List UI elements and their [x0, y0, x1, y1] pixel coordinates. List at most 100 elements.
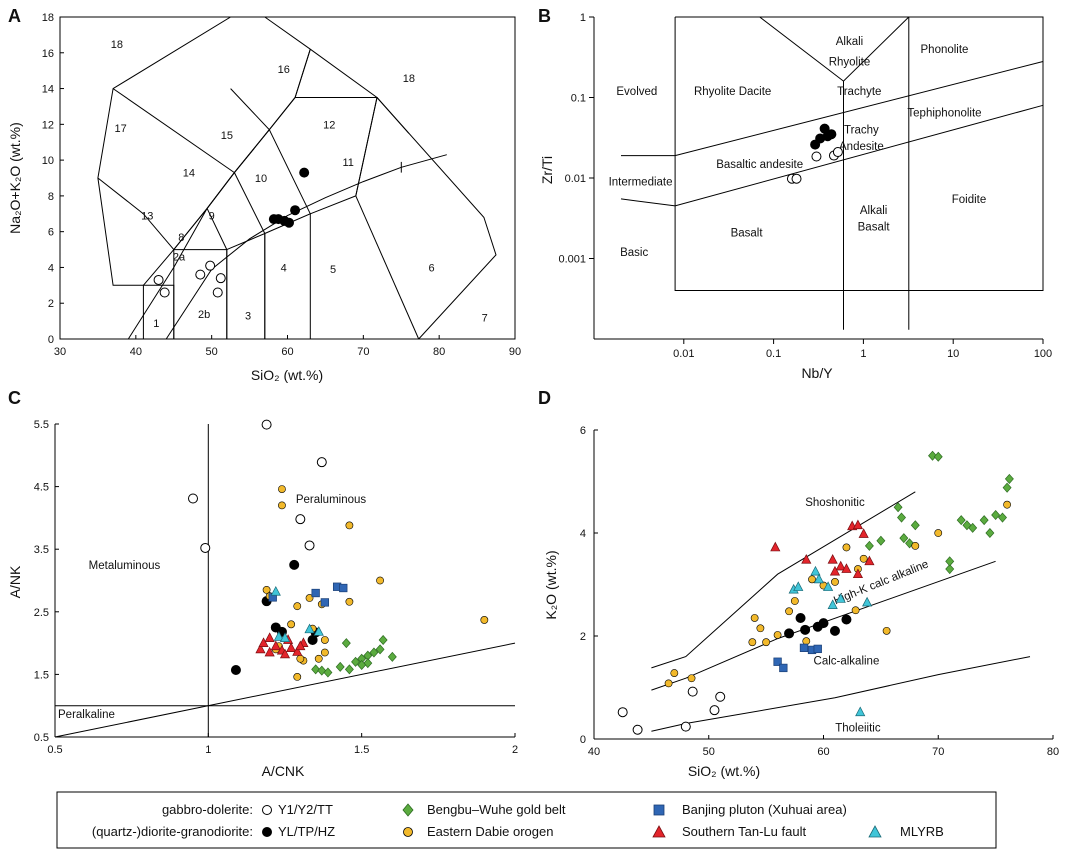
panel-d-point-yellow-circle — [831, 578, 839, 586]
panel-c-point-red-triangle — [292, 646, 303, 656]
panel-d-point-blue-square — [779, 663, 788, 673]
panel-c-point-red-triangle — [264, 646, 275, 657]
panel-d-point-yellow-circle — [934, 529, 943, 537]
panel-a-letter: A — [8, 6, 21, 26]
panel-c-data-points — [188, 419, 489, 681]
panel-a-field-label: 16 — [278, 64, 290, 76]
panel-d-point-green-diamond — [893, 502, 903, 513]
panel-a-y-tick-label: 10 — [42, 155, 54, 167]
panel-c-field-label: Peraluminous — [296, 494, 367, 506]
panel-a-alkaline-divider — [165, 154, 447, 340]
panel-b-boundary — [759, 16, 910, 82]
panel-b-point-open-circle — [811, 151, 822, 162]
panel-c-point-green-diamond — [323, 667, 333, 678]
legend-dabie-label: Eastern Dabie orogen — [427, 824, 553, 839]
panel-a-field-label: 8 — [178, 232, 184, 244]
panel-d-point-green-diamond — [1004, 473, 1014, 484]
panel-c-point-green-diamond — [344, 664, 354, 675]
panel-c-point-red-triangle — [270, 640, 281, 651]
panel-a-boundary — [127, 208, 208, 340]
panel-c-field-labels: Peraluminous Metaluminous Peralkaline — [58, 494, 366, 721]
legend-open-circle-marker — [262, 805, 272, 815]
panel-d-point-green-diamond — [897, 512, 906, 523]
panel-a-x-tick-label: 80 — [433, 346, 445, 358]
panel-a-field-label: 10 — [255, 173, 267, 185]
legend-green-diamond-marker — [402, 803, 414, 817]
panel-d-point-green-diamond — [945, 556, 955, 567]
legend-blue-square-marker — [653, 804, 665, 816]
panel-c-point-yellow-circle — [345, 521, 354, 530]
panel-c-point-yellow-circle — [320, 636, 329, 644]
panel-a-field-label: 9 — [209, 211, 215, 223]
panel-a-field-label: 4 — [281, 262, 287, 274]
panel-a-field-label: 7 — [482, 313, 488, 325]
panel-a-field-label: 3 — [245, 311, 251, 323]
panel-b-letter: B — [538, 6, 551, 26]
panel-c-point-yellow-circle — [293, 602, 302, 611]
panel-d-point-yellow-circle — [882, 626, 891, 635]
panel-b-x-tick-label: 100 — [1034, 348, 1052, 360]
panel-c-point-open-circle — [316, 457, 327, 468]
panel-c-point-filled-circle — [307, 634, 318, 645]
panel-d-point-filled-circle — [841, 614, 852, 625]
panel-d-calc-alkaline-line — [651, 656, 1031, 732]
panel-a-boundary — [206, 88, 270, 209]
panel-c-point-open-circle — [295, 514, 306, 525]
panel-c-diagonal — [54, 642, 516, 738]
panel-a-field-label: 14 — [183, 168, 195, 180]
legend-tanlu-label: Southern Tan-Lu fault — [682, 824, 806, 839]
panel-c-point-green-diamond — [357, 659, 367, 671]
panel-d-point-cyan-triangle — [810, 565, 821, 576]
panel-d-point-blue-square — [813, 644, 822, 654]
panel-a-y-label: Na₂O+K₂O (wt.%) — [7, 122, 23, 234]
panel-c-point-red-triangle — [279, 648, 291, 659]
panel-d-point-yellow-circle — [687, 674, 696, 683]
panel-c-y-label: A/NK — [7, 565, 23, 598]
panel-b-field-label: Trachyte — [837, 86, 881, 98]
panel-d-point-yellow-circle — [808, 575, 816, 584]
panel-b-field-boundaries — [620, 16, 1044, 330]
panel-a-y-tick-label: 6 — [48, 227, 54, 239]
panel-c-x-tick-label: 2 — [512, 744, 518, 756]
panel-a-y-tick-label: 14 — [42, 84, 54, 96]
panel-d-axis-ticks: 40 50 60 70 80 0 2 4 6 — [580, 425, 1059, 758]
panel-b-field-label: Rhyolite — [829, 57, 871, 69]
panel-d-point-yellow-circle — [762, 638, 771, 647]
panel-d-point-green-diamond — [864, 540, 874, 551]
panel-a-boundary — [97, 16, 265, 286]
panel-a-x-label: SiO₂ (wt.%) — [251, 367, 323, 383]
panel-a-field-label: 1 — [153, 318, 159, 330]
panel-a-point-open-circle — [159, 287, 170, 298]
panel-c-point-cyan-triangle — [270, 586, 281, 596]
panel-c-point-cyan-triangle — [313, 626, 324, 636]
panel-a-point-open-circle — [195, 269, 206, 280]
panel-d-point-yellow-circle — [664, 679, 673, 688]
panel-d-point-cyan-triangle — [855, 706, 866, 717]
panel-c-axes — [54, 424, 515, 738]
panel-d-point-yellow-circle — [842, 543, 851, 552]
panel-a-field-labels: 18 17 16 18 15 12 14 10 11 13 9 8 2a 4 5 6 1 2b 3 7 — [111, 39, 488, 330]
panel-c-point-red-triangle — [295, 640, 306, 651]
panel-a-boundary — [264, 213, 311, 339]
panel-c-point-yellow-circle — [293, 673, 302, 681]
legend-banjing-label: Banjing pluton (Xuhuai area) — [682, 802, 847, 817]
panel-d-y-tick-label: 0 — [580, 734, 586, 746]
panel-c-point-filled-circle — [289, 559, 300, 570]
panel-c-point-yellow-circle — [480, 616, 489, 624]
legend-red-triangle-marker — [652, 825, 666, 838]
panel-b-field-label: Andesite — [839, 141, 884, 153]
panel-a-point-open-circle — [205, 260, 216, 271]
panel-d-point-open-circle — [715, 691, 726, 702]
panel-c-point-open-circle — [188, 493, 198, 504]
panel-c-y-tick-label: 4.5 — [34, 482, 49, 494]
panel-c-point-green-diamond — [387, 651, 397, 662]
panel-d-point-green-diamond — [876, 535, 886, 546]
panel-b-point-open-circle — [791, 173, 802, 184]
panel-b-boundary — [620, 104, 1044, 207]
panel-a-x-tick-label: 60 — [281, 346, 293, 358]
panel-d-point-red-triangle — [864, 555, 875, 566]
panel-d-point-green-diamond — [956, 515, 966, 526]
legend-gabbro-code: Y1/Y2/TT — [278, 802, 333, 817]
panel-b-field-label: Rhyolite Dacite — [694, 86, 771, 98]
panel-d-letter: D — [538, 388, 551, 408]
